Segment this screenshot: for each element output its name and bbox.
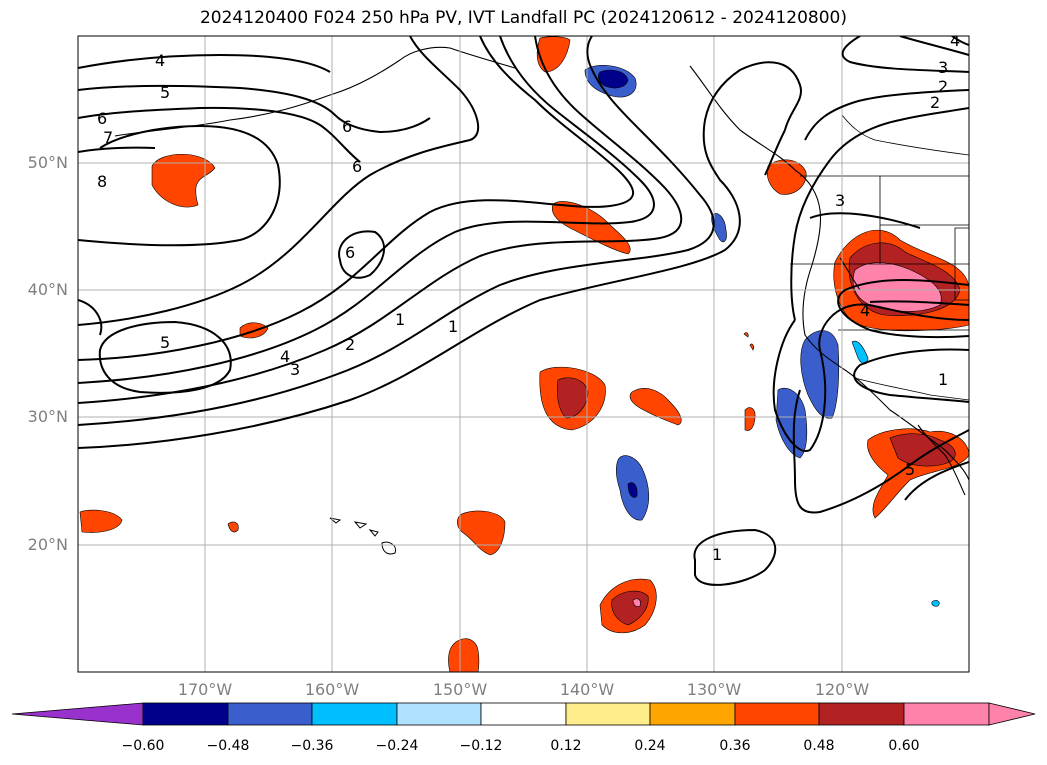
lon-tick-label: 130°W xyxy=(686,680,742,699)
contour-label: 6 xyxy=(352,157,362,176)
negative-anomaly-shading xyxy=(584,65,940,607)
colorbar-tick-label: −0.60 xyxy=(121,738,165,754)
contour-label: 3 xyxy=(290,360,300,379)
colorbar-extend-high xyxy=(988,702,1036,726)
contour-label: 4 xyxy=(155,51,165,70)
map-frame xyxy=(77,35,970,673)
colorbar-tick-label: 0.60 xyxy=(888,738,920,754)
colorbar-tick-label: −0.12 xyxy=(459,738,503,754)
colorbar xyxy=(11,702,1036,726)
colorbar-tick-label: 0.12 xyxy=(550,738,582,754)
borders xyxy=(790,114,969,401)
lon-tick-label: 140°W xyxy=(559,680,615,699)
pv-contours xyxy=(78,36,969,586)
contour-label: 3 xyxy=(835,191,845,210)
contour-label: 4 xyxy=(950,31,960,50)
colorbar-tick-label: −0.24 xyxy=(375,738,419,754)
colorbar-extend-low xyxy=(11,702,144,726)
contour-label: 6 xyxy=(342,117,352,136)
contour-label: 4 xyxy=(280,347,290,366)
contour-label: 5 xyxy=(160,83,170,102)
contour-label: 1 xyxy=(712,545,722,564)
contour-label: 2 xyxy=(345,335,355,354)
hawaii-islands xyxy=(329,517,397,555)
contour-label: 1 xyxy=(448,317,458,336)
graticule xyxy=(78,36,969,672)
colorbar-tick-label: 0.48 xyxy=(803,738,835,754)
contour-label: 1 xyxy=(938,370,948,389)
colorbar-tick-label: 0.24 xyxy=(634,738,666,754)
contour-label: 4 xyxy=(860,301,870,320)
contour-label: 8 xyxy=(97,172,107,191)
lon-tick-label: 150°W xyxy=(432,680,488,699)
lon-tick-label: 120°W xyxy=(814,680,870,699)
contour-label: 5 xyxy=(160,333,170,352)
contour-label: 2 xyxy=(930,93,940,112)
colorbar-tick-label: −0.36 xyxy=(290,738,334,754)
map-area: 4 5 6 7 8 6 6 6 5 4 3 2 1 1 1 3 4 1 5 4 … xyxy=(78,31,969,672)
colorbar-tick-label: −0.48 xyxy=(206,738,250,754)
lat-tick-label: 20°N xyxy=(27,535,68,554)
contour-label: 2 xyxy=(938,77,948,96)
contour-label: 6 xyxy=(97,109,107,128)
contour-label: 7 xyxy=(103,128,113,147)
contour-label: 1 xyxy=(395,310,405,329)
contour-labels: 4 5 6 7 8 6 6 6 5 4 3 2 1 1 1 3 4 1 5 4 … xyxy=(97,31,960,564)
contour-label: 5 xyxy=(905,460,915,479)
plot-title: 2024120400 F024 250 hPa PV, IVT Landfall… xyxy=(199,8,847,28)
lat-tick-label: 50°N xyxy=(27,153,68,172)
lat-tick-label: 40°N xyxy=(27,280,68,299)
contour-label: 6 xyxy=(345,243,355,262)
colorbar-tick-label: 0.36 xyxy=(719,738,751,754)
lat-tick-label: 30°N xyxy=(27,407,68,426)
contour-label: 3 xyxy=(938,58,948,77)
lon-tick-label: 160°W xyxy=(304,680,360,699)
lon-tick-label: 170°W xyxy=(177,680,233,699)
